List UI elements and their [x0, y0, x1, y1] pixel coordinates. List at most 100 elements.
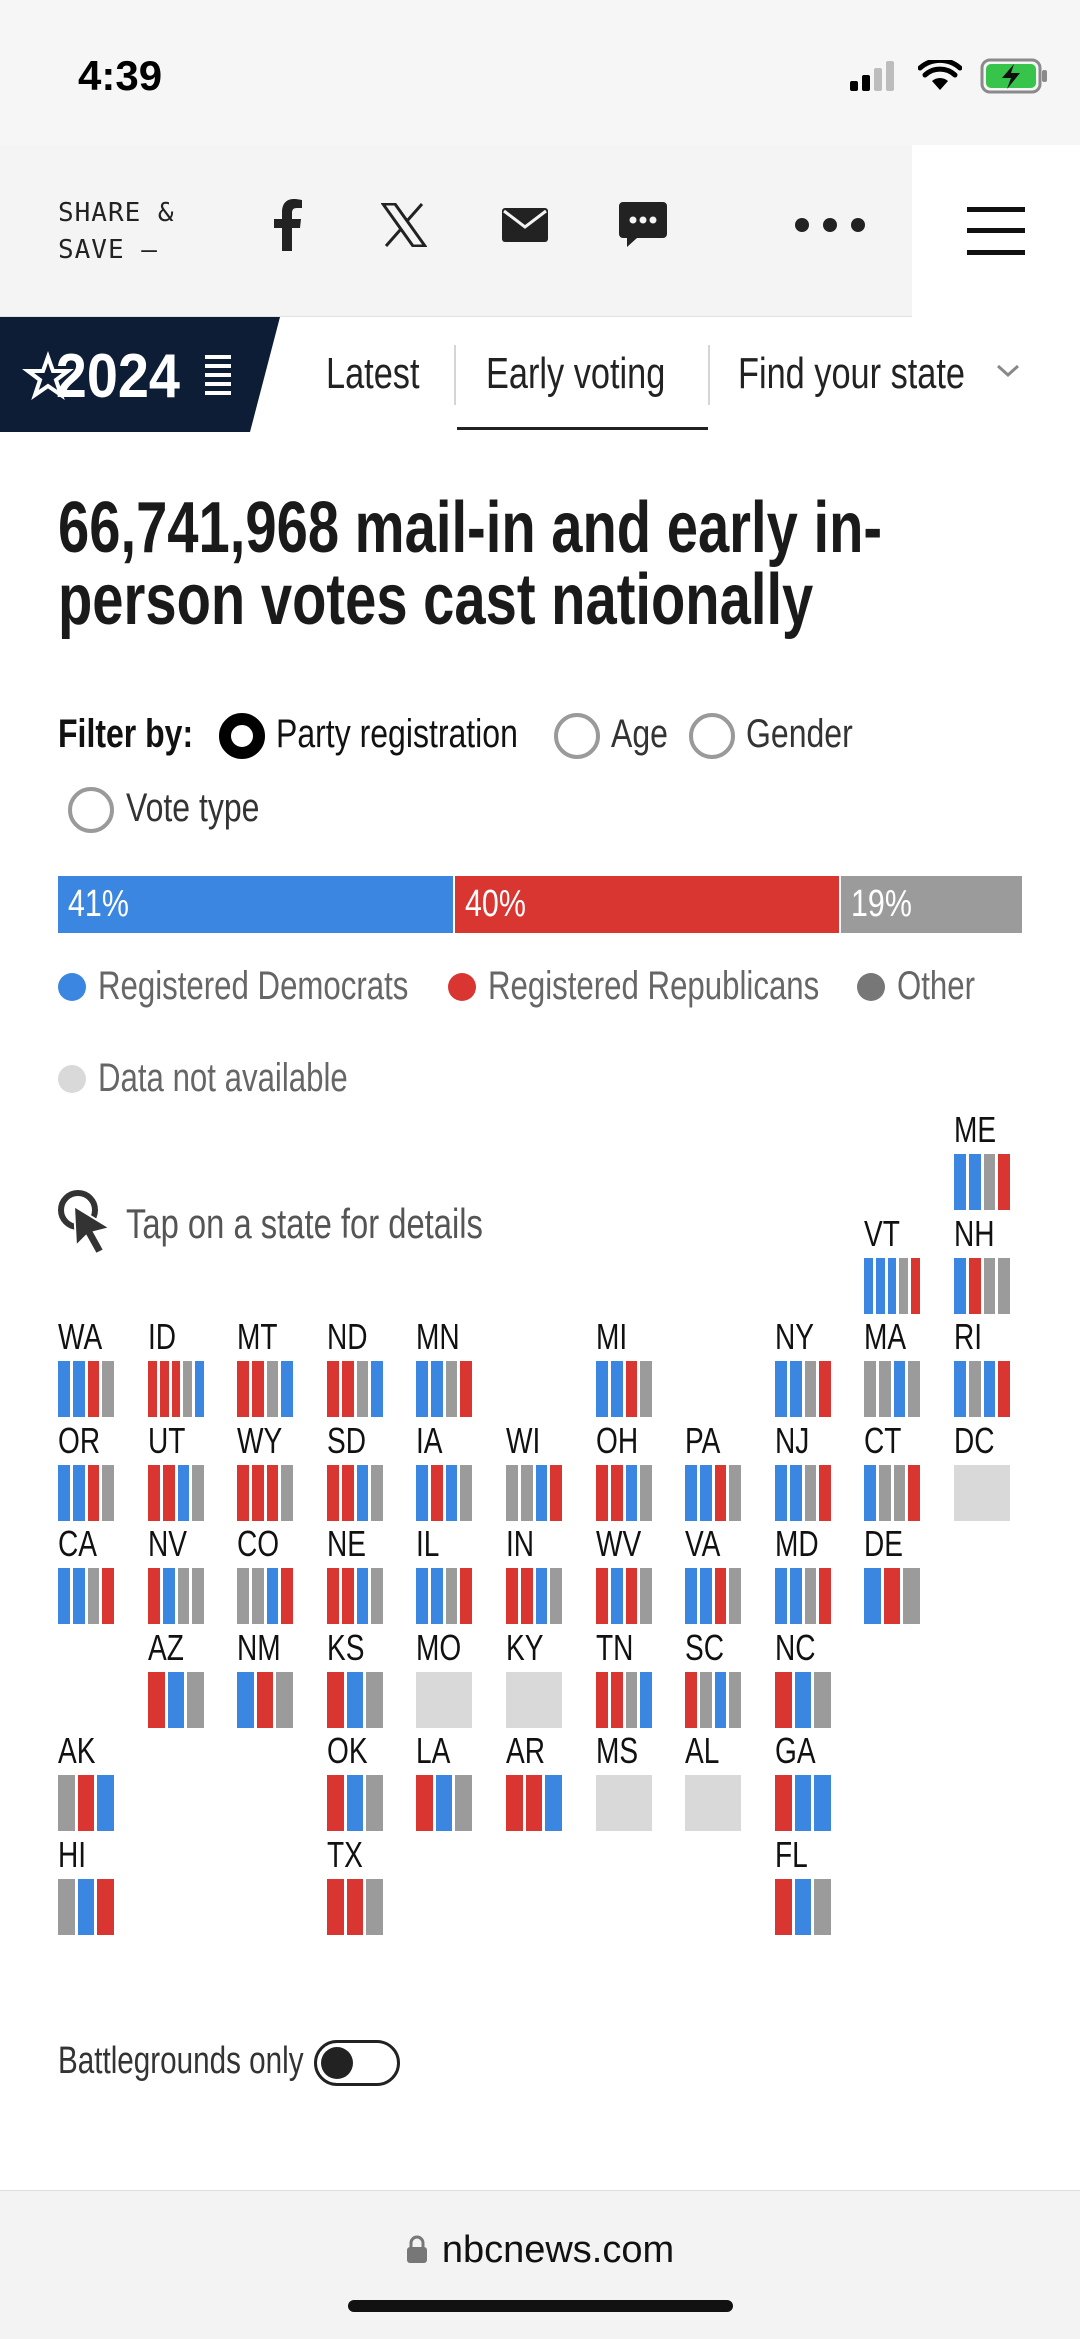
state-tile-fl[interactable]: FL — [775, 1835, 835, 1935]
state-tile-co[interactable]: CO — [237, 1524, 297, 1624]
state-bar-segment — [699, 1568, 712, 1624]
national-bar-segment: 40% — [453, 876, 839, 933]
state-tile-il[interactable]: IL — [416, 1524, 476, 1624]
more-icon[interactable] — [795, 195, 865, 255]
message-icon[interactable] — [613, 195, 673, 255]
state-tile-dc[interactable]: DC — [954, 1421, 1014, 1521]
state-tile-ny[interactable]: NY — [775, 1317, 835, 1417]
state-tile-mn[interactable]: MN — [416, 1317, 476, 1417]
state-tile-la[interactable]: LA — [416, 1731, 476, 1831]
state-tile-sd[interactable]: SD — [327, 1421, 387, 1521]
state-tile-in[interactable]: IN — [506, 1524, 566, 1624]
state-bar-gap — [180, 1361, 184, 1417]
state-tile-nc[interactable]: NC — [775, 1628, 835, 1728]
state-tile-nh[interactable]: NH — [954, 1214, 1014, 1314]
state-tile-mi[interactable]: MI — [596, 1317, 656, 1417]
state-tile-ca[interactable]: CA — [58, 1524, 118, 1624]
election-nav: 2024 Latest Early voting Find your state — [0, 317, 1080, 432]
state-tile-nj[interactable]: NJ — [775, 1421, 835, 1521]
state-tile-nv[interactable]: NV — [148, 1524, 208, 1624]
radio-label-vote-type[interactable]: Vote type — [126, 786, 260, 830]
state-bars — [596, 1465, 652, 1521]
email-icon[interactable] — [495, 195, 555, 255]
state-tile-ma[interactable]: MA — [864, 1317, 924, 1417]
state-tile-ok[interactable]: OK — [327, 1731, 387, 1831]
state-tile-va[interactable]: VA — [685, 1524, 745, 1624]
state-tile-pa[interactable]: PA — [685, 1421, 745, 1521]
state-tile-ks[interactable]: KS — [327, 1628, 387, 1728]
state-tile-wi[interactable]: WI — [506, 1421, 566, 1521]
radio-label-age[interactable]: Age — [611, 712, 668, 756]
state-bar-segment — [864, 1361, 876, 1417]
radio-gender[interactable] — [689, 713, 735, 759]
state-tile-ia[interactable]: IA — [416, 1421, 476, 1521]
state-bar-gap — [816, 1465, 820, 1521]
state-bar-gap — [995, 1258, 999, 1314]
state-tile-ak[interactable]: AK — [58, 1731, 118, 1831]
state-bar-segment — [77, 1879, 95, 1935]
state-bar-gap — [99, 1361, 103, 1417]
state-tile-or[interactable]: OR — [58, 1421, 118, 1521]
state-bar-segment — [729, 1672, 741, 1728]
state-tile-ms[interactable]: MS — [596, 1731, 656, 1831]
state-tile-id[interactable]: ID — [148, 1317, 208, 1417]
state-bar-gap — [517, 1568, 521, 1624]
state-tile-ct[interactable]: CT — [864, 1421, 924, 1521]
state-bar-segment — [460, 1568, 472, 1624]
nav-item-early-voting[interactable]: Early voting — [486, 349, 666, 398]
facebook-icon[interactable] — [258, 195, 318, 255]
state-tile-md[interactable]: MD — [775, 1524, 835, 1624]
radio-label-party-registration[interactable]: Party registration — [276, 712, 518, 756]
radio-party-registration[interactable] — [219, 713, 265, 759]
state-bar-segment — [506, 1672, 562, 1728]
state-bar-segment — [998, 1258, 1010, 1314]
state-abbr: MI — [596, 1316, 628, 1357]
state-tile-tn[interactable]: TN — [596, 1628, 656, 1728]
state-tile-wy[interactable]: WY — [237, 1421, 297, 1521]
logo-2024[interactable]: 2024 — [0, 317, 280, 432]
state-tile-ar[interactable]: AR — [506, 1731, 566, 1831]
state-abbr: PA — [685, 1420, 721, 1461]
state-tile-me[interactable]: ME — [954, 1110, 1014, 1210]
state-tile-oh[interactable]: OH — [596, 1421, 656, 1521]
hamburger-menu-button[interactable] — [912, 145, 1080, 317]
state-tile-vt[interactable]: VT — [864, 1214, 924, 1314]
state-tile-ga[interactable]: GA — [775, 1731, 835, 1831]
nav-item-latest[interactable]: Latest — [326, 349, 420, 398]
x-icon[interactable] — [374, 195, 434, 255]
state-tile-az[interactable]: AZ — [148, 1628, 208, 1728]
state-tile-al[interactable]: AL — [685, 1731, 745, 1831]
state-bar-segment — [775, 1672, 792, 1728]
radio-vote-type[interactable] — [68, 787, 114, 833]
state-tile-sc[interactable]: SC — [685, 1628, 745, 1728]
state-tile-mo[interactable]: MO — [416, 1628, 476, 1728]
state-bars — [596, 1361, 652, 1417]
state-tile-mt[interactable]: MT — [237, 1317, 297, 1417]
battlegrounds-toggle[interactable] — [314, 2040, 400, 2086]
state-abbr: GA — [775, 1730, 816, 1771]
state-tile-nm[interactable]: NM — [237, 1628, 297, 1728]
state-bar-gap — [965, 1361, 969, 1417]
state-bar-gap — [791, 1879, 795, 1935]
state-bar-segment — [430, 1568, 443, 1624]
state-tile-ri[interactable]: RI — [954, 1317, 1014, 1417]
state-tile-ne[interactable]: NE — [327, 1524, 387, 1624]
state-tile-tx[interactable]: TX — [327, 1835, 387, 1935]
radio-age[interactable] — [554, 713, 600, 759]
state-tile-nd[interactable]: ND — [327, 1317, 387, 1417]
state-tile-ky[interactable]: KY — [506, 1628, 566, 1728]
nav-item-find-your-state[interactable]: Find your state — [738, 349, 966, 398]
state-tile-ut[interactable]: UT — [148, 1421, 208, 1521]
browser-url-bar[interactable]: nbcnews.com — [0, 2190, 1080, 2339]
state-bars — [327, 1775, 383, 1831]
state-tile-wv[interactable]: WV — [596, 1524, 656, 1624]
radio-label-gender[interactable]: Gender — [746, 712, 853, 756]
state-tile-de[interactable]: DE — [864, 1524, 924, 1624]
state-bar-segment — [281, 1568, 293, 1624]
state-bar-segment — [983, 1361, 996, 1417]
state-tile-wa[interactable]: WA — [58, 1317, 118, 1417]
state-bar-segment — [864, 1465, 876, 1521]
state-bars — [416, 1465, 472, 1521]
state-tile-hi[interactable]: HI — [58, 1835, 118, 1935]
filter-label: Filter by: — [58, 712, 194, 756]
